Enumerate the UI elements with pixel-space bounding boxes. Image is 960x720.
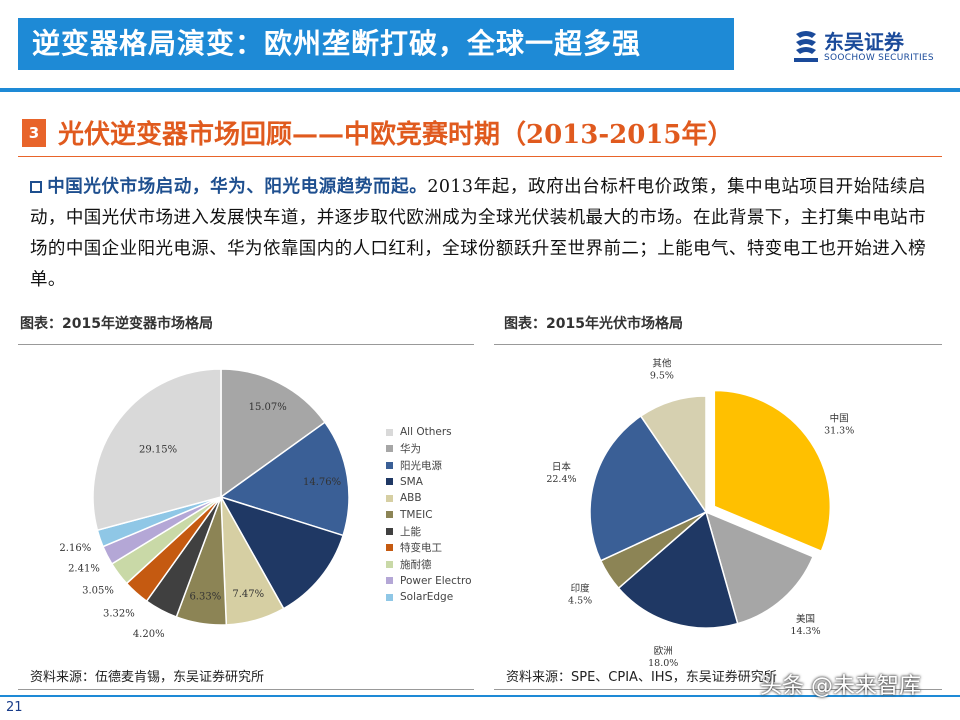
pv-pie-slice-1 <box>704 510 815 625</box>
legend-swatch-5 <box>386 511 393 519</box>
legend-swatch-2 <box>386 461 393 469</box>
paragraph-body: 2013年起，政府出台标杆电价政策，集中电站项目开始陆续启动，中国光伏市场进入发… <box>30 177 926 290</box>
legend-swatch-3 <box>386 478 393 486</box>
legend-label-4: ABB <box>400 492 422 505</box>
inverter-pie-slice-2 <box>219 495 345 610</box>
header-divider <box>0 88 960 92</box>
legend-swatch-1 <box>386 445 393 453</box>
legend-label-10: SolarEdge <box>400 591 454 604</box>
legend-label-2: 阳光电源 <box>400 459 442 472</box>
inverter-pie-label-8: 2.41% <box>68 563 100 574</box>
inverter-pie-label-6: 3.32% <box>103 608 135 619</box>
legend-item-7: 特变电工 <box>386 540 472 557</box>
pv-pie-name-5: 其他 <box>652 358 672 370</box>
legend-item-6: 上能 <box>386 523 472 540</box>
section-title: 光伏逆变器市场回顾——中欧竞赛时期（2013-2015年） <box>58 120 734 150</box>
legend-swatch-4 <box>386 494 393 502</box>
logo-name-en: SOOCHOW SECURITIES <box>824 53 934 63</box>
inverter-pie-slice-0 <box>220 368 326 499</box>
right-chart-source: 资料来源：SPE、CPIA、IHS，东吴证券研究所 <box>506 670 777 685</box>
legend-swatch-10 <box>386 593 393 601</box>
inverter-pie-label-4: 6.33% <box>189 592 221 603</box>
legend-item-2: 阳光电源 <box>386 457 472 474</box>
legend-item-4: ABB <box>386 490 472 507</box>
legend-item-10: SolarEdge <box>386 589 472 606</box>
pv-pie-slice-5 <box>639 395 707 515</box>
inverter-pie-legend: All Others 华为阳光电源 SMA ABB TMEIC 上能特变电工施耐德 Powe… <box>386 424 472 606</box>
inverter-pie-slice-10 <box>92 368 222 532</box>
company-logo: 东吴证券 SOOCHOW SECURITIES <box>792 28 942 68</box>
legend-item-1: 华为 <box>386 441 472 458</box>
pv-pie-name-0: 中国 <box>830 412 849 424</box>
inverter-pie-label-5: 4.20% <box>133 629 165 640</box>
legend-swatch-8 <box>386 560 393 568</box>
body-paragraph: 中国光伏市场启动，华为、阳光电源趋势而起。2013年起，政府出台标杆电价政策，集… <box>30 172 926 296</box>
pv-pie-label-4: 22.4% <box>546 474 576 485</box>
legend-label-3: SMA <box>400 475 423 488</box>
inverter-pie-slice-1 <box>219 421 350 537</box>
legend-swatch-6 <box>386 527 393 535</box>
legend-item-3: SMA <box>386 474 472 491</box>
inverter-market-pie: 15.07% 14.76% 7.47% 6.33% 4.20% 3.32% 3.05% 2.4… <box>59 368 350 640</box>
page-number: 21 <box>6 700 23 715</box>
legend-label-9: Power Electronics <box>400 574 472 587</box>
pv-pie-label-1: 14.3% <box>790 626 820 637</box>
pv-pie-slice-0 <box>713 389 832 553</box>
legend-item-0: All Others <box>386 424 472 441</box>
legend-label-0: All Others <box>400 426 452 439</box>
inverter-pie-label-1: 14.76% <box>303 477 341 488</box>
legend-label-8: 施耐德 <box>400 558 432 571</box>
pv-pie-label-2: 18.0% <box>648 658 678 669</box>
left-chart-title: 图表：2015年逆变器市场格局 <box>20 316 213 332</box>
section-number-badge: 3 <box>22 119 46 147</box>
legend-item-8: 施耐德 <box>386 556 472 573</box>
pv-pie-label-5: 9.5% <box>650 371 674 382</box>
pv-pie-label-3: 4.5% <box>568 596 592 607</box>
pv-pie-name-1: 美国 <box>796 613 815 625</box>
inverter-pie-label-7: 3.05% <box>82 586 114 597</box>
pv-pie-label-0: 31.3% <box>824 425 854 436</box>
pv-pie-slice-4 <box>589 415 708 562</box>
pv-pie-name-3: 印度 <box>571 583 591 595</box>
left-chart-source: 资料来源：伍德麦肯锡，东吴证券研究所 <box>30 670 265 685</box>
logo-name-cn: 东吴证券 <box>824 30 904 54</box>
page-title: 逆变器格局演变：欧州垄断打破，全球一超多强 <box>18 18 734 70</box>
right-chart-title: 图表：2015年光伏市场格局 <box>504 316 683 332</box>
legend-swatch-9 <box>386 577 393 585</box>
inverter-pie-label-3: 7.47% <box>232 589 264 600</box>
pv-pie-name-4: 日本 <box>552 461 572 473</box>
square-bullet-icon <box>30 181 42 193</box>
paragraph-lead: 中国光伏市场启动，华为、阳光电源趋势而起。 <box>47 177 428 197</box>
inverter-pie-label-10: 29.15% <box>139 445 177 456</box>
legend-swatch-0 <box>386 428 393 436</box>
pv-pie-name-2: 欧洲 <box>654 645 673 657</box>
right-chart-panel <box>494 344 942 690</box>
logo-mark-icon <box>794 31 818 62</box>
pv-pie-slice-2 <box>617 510 739 629</box>
legend-label-1: 华为 <box>400 443 421 456</box>
footer-divider <box>0 695 960 697</box>
legend-label-7: 特变电工 <box>400 542 442 555</box>
legend-item-9: Power Electronics <box>386 573 472 590</box>
inverter-pie-label-0: 15.07% <box>249 402 287 413</box>
section-divider <box>18 156 942 157</box>
legend-label-6: 上能 <box>400 525 421 538</box>
legend-item-5: TMEIC <box>386 507 472 524</box>
watermark-text: 头条 @未来智库 <box>760 674 921 699</box>
inverter-pie-label-9: 2.16% <box>59 543 91 554</box>
legend-label-5: TMEIC <box>400 508 433 521</box>
legend-swatch-7 <box>386 544 393 552</box>
left-chart-panel <box>18 344 474 690</box>
